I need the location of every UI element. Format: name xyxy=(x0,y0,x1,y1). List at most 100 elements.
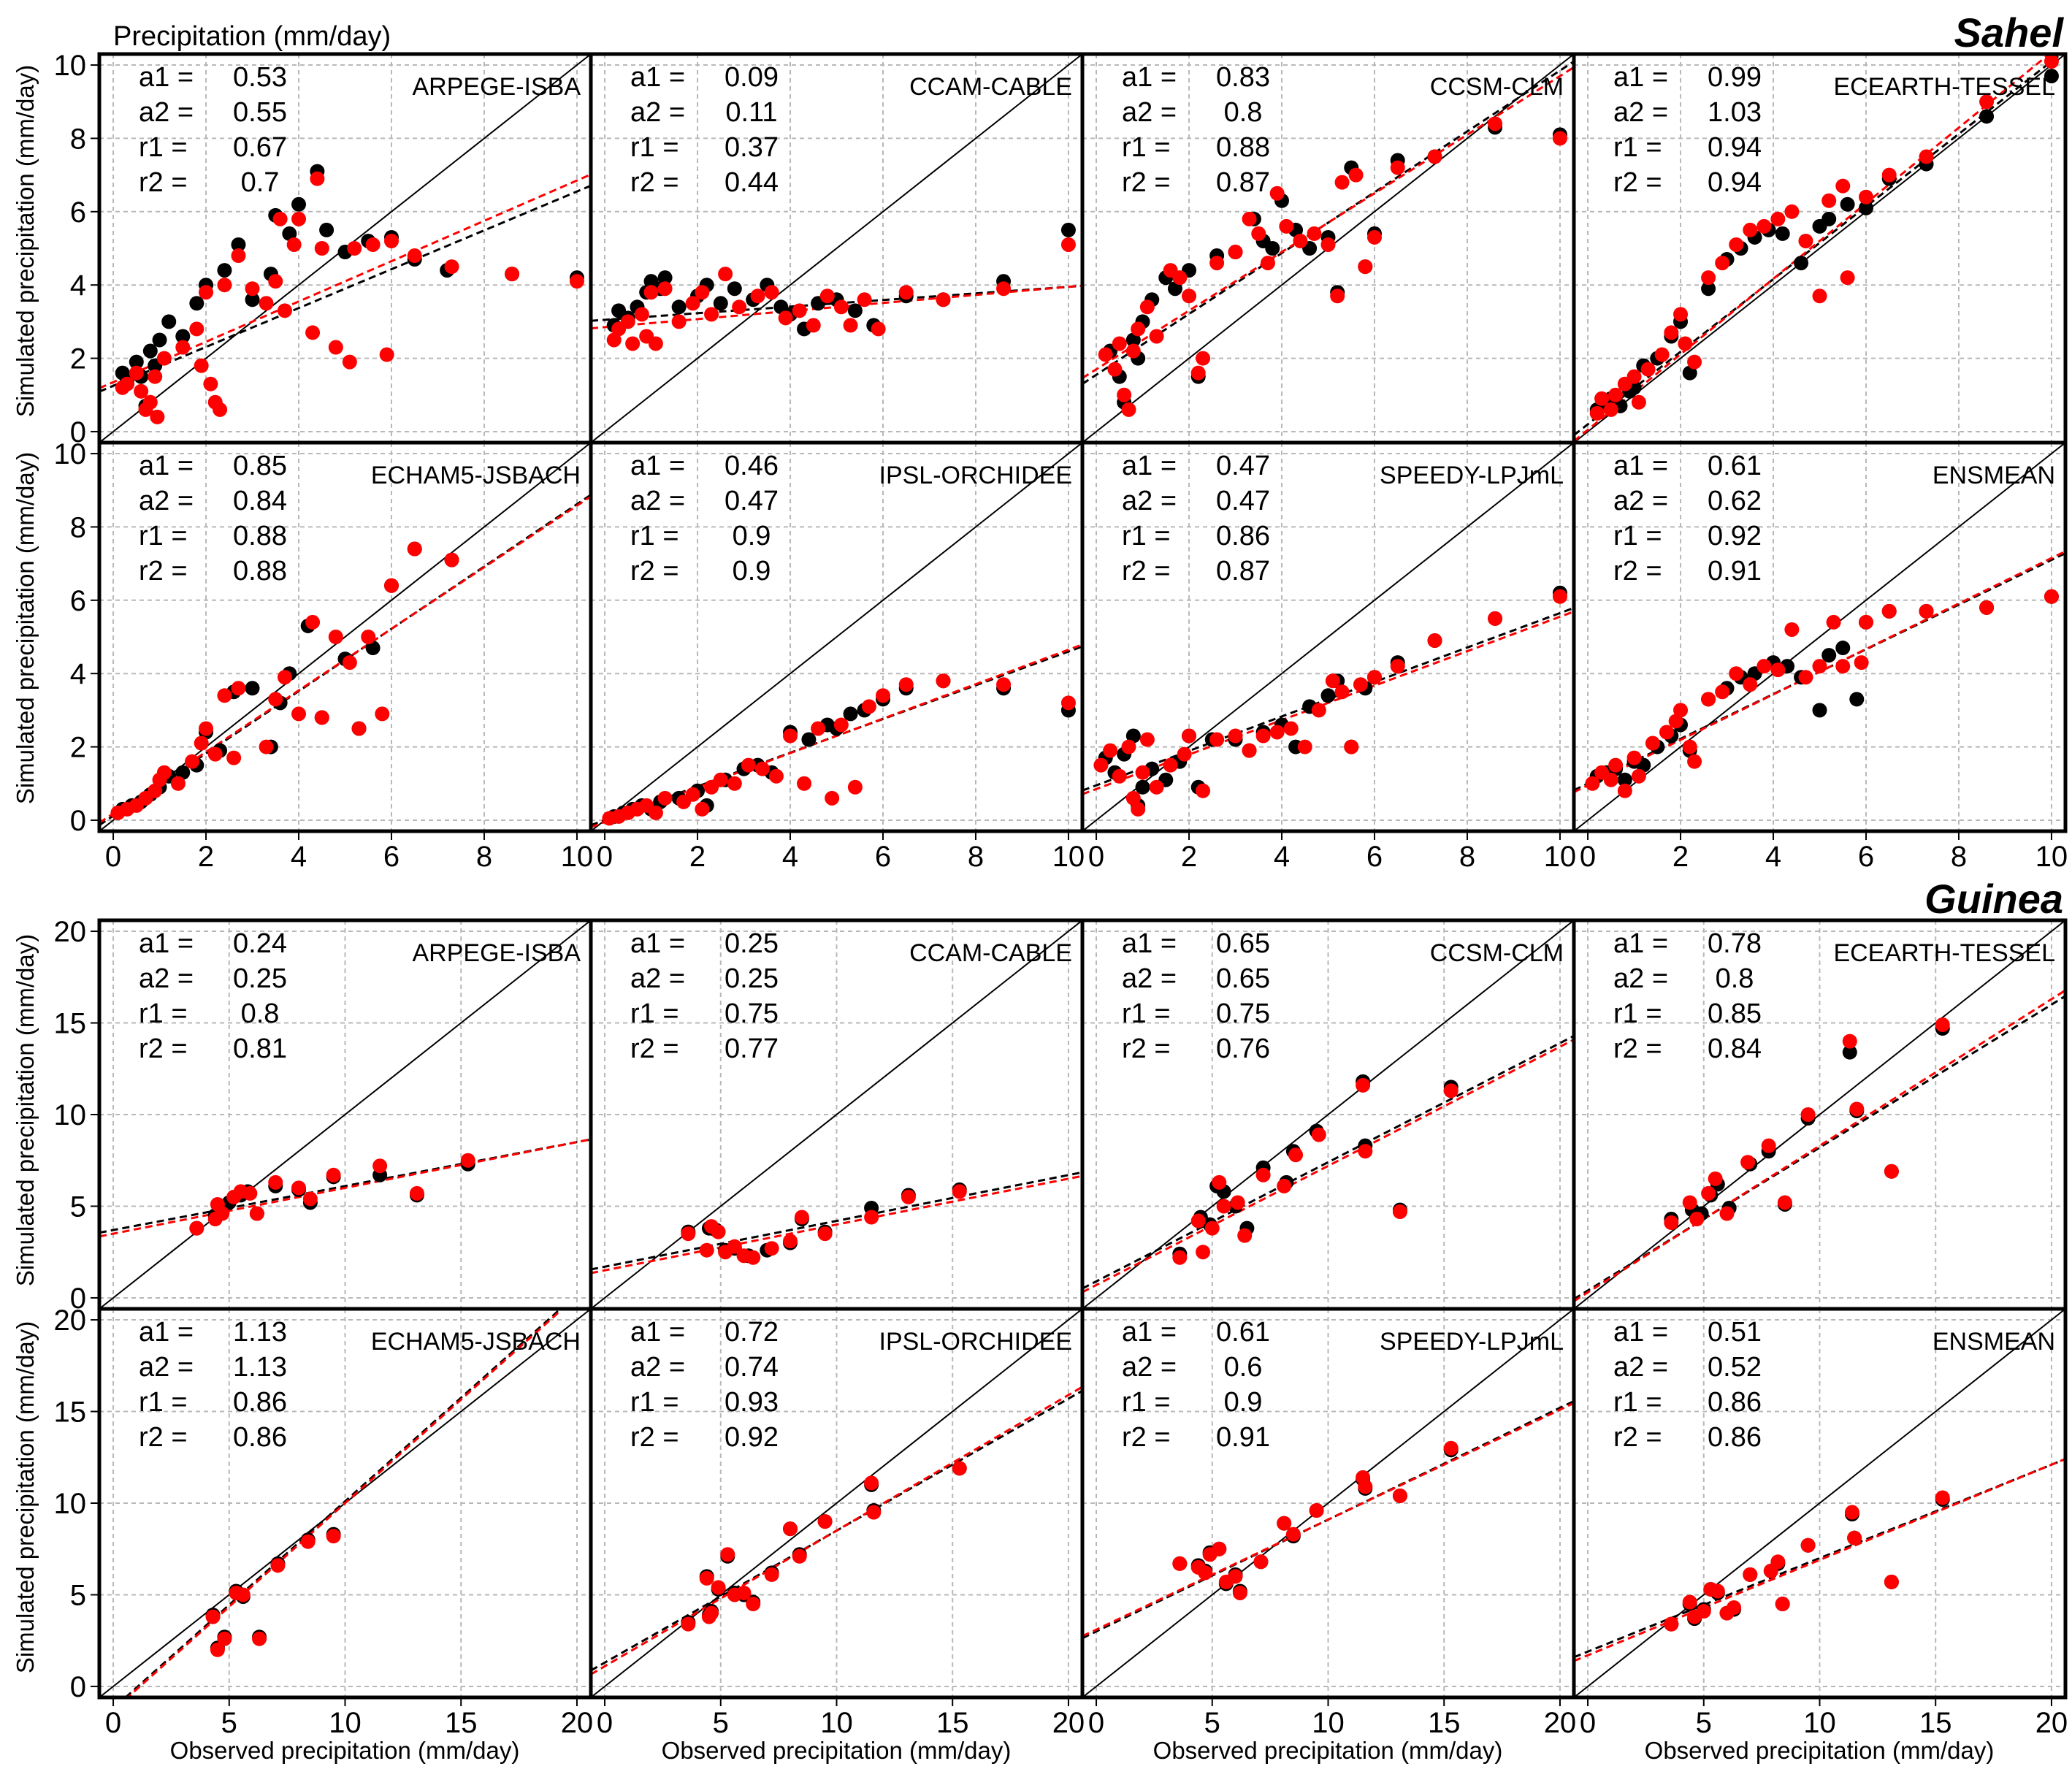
point-black xyxy=(1135,779,1150,795)
stat-value: 0.8 xyxy=(1716,963,1754,994)
point-red xyxy=(1330,289,1345,304)
point-red xyxy=(194,358,209,373)
point-black xyxy=(1617,772,1632,787)
point-red xyxy=(634,307,649,322)
stat-key: a2 = xyxy=(139,486,194,516)
y-tick-label: 2 xyxy=(70,343,86,375)
point-red xyxy=(1608,757,1624,773)
one-to-one-line xyxy=(1574,443,2065,831)
point-red xyxy=(1800,1537,1816,1553)
stat-value: 0.24 xyxy=(233,928,287,959)
points-sahel-3 xyxy=(1098,116,1567,417)
stat-value: 0.9 xyxy=(733,556,771,587)
panel-sahel-4: a1 = 0.99 a2 = 1.03 r1 = 0.94 r2 = 0.94 ECEARTH-… xyxy=(1572,52,2068,445)
stat-value: 0.47 xyxy=(1216,451,1270,481)
stat-value: 0.85 xyxy=(1708,998,1762,1029)
point-red xyxy=(704,307,719,322)
point-red xyxy=(1131,801,1146,817)
x-tick-label: 15 xyxy=(936,1707,969,1739)
x-tick-label: 15 xyxy=(1919,1707,1952,1739)
point-red xyxy=(351,721,367,736)
point-red xyxy=(1682,1195,1697,1210)
point-red xyxy=(1842,1033,1857,1049)
stat-value: 0.99 xyxy=(1708,62,1762,93)
point-red xyxy=(1182,289,1197,304)
point-red xyxy=(843,318,858,333)
point-red xyxy=(277,303,292,318)
stat-value: 0.91 xyxy=(1708,556,1762,587)
point-red xyxy=(1798,233,1813,248)
stat-value: 0.25 xyxy=(233,963,287,994)
point-red xyxy=(1366,670,1382,685)
point-red xyxy=(718,267,733,282)
stat-value: 0.52 xyxy=(1708,1352,1762,1383)
point-red xyxy=(1835,178,1851,194)
point-red xyxy=(620,314,635,329)
point-red xyxy=(736,1585,752,1600)
stat-key: a1 = xyxy=(139,928,194,959)
stat-value: 0.53 xyxy=(233,62,287,93)
stat-value: 0.65 xyxy=(1216,928,1270,959)
point-red xyxy=(189,321,204,337)
lines-guinea-6 xyxy=(591,1309,1082,1697)
point-red xyxy=(764,285,779,300)
point-red xyxy=(1708,1171,1723,1186)
stat-key: r1 = xyxy=(1613,132,1662,163)
point-red xyxy=(1325,673,1340,689)
point-black xyxy=(319,222,334,237)
point-red xyxy=(625,336,641,351)
stat-key: r1 = xyxy=(139,998,188,1029)
x-tick-label: 6 xyxy=(1366,841,1383,873)
x-tick-label: 10 xyxy=(561,841,594,873)
points-sahel-6 xyxy=(602,673,1076,826)
x-tick-label: 0 xyxy=(1088,841,1104,873)
model-name: ENSMEAN xyxy=(1933,462,2055,489)
x-tick-label: 8 xyxy=(1951,841,1967,873)
point-red xyxy=(1348,167,1364,183)
point-red xyxy=(1334,175,1350,190)
point-red xyxy=(1212,1541,1227,1556)
stat-value: 1.03 xyxy=(1708,97,1762,128)
stat-value: 0.86 xyxy=(1708,1387,1762,1418)
point-red xyxy=(792,303,807,318)
x-tick-label: 10 xyxy=(329,1707,362,1739)
point-red xyxy=(1664,1616,1679,1632)
grid-sahel-3 xyxy=(1082,54,1574,443)
point-red xyxy=(444,259,459,275)
point-red xyxy=(2044,589,2059,604)
point-red xyxy=(1237,1228,1253,1243)
point-black xyxy=(175,329,191,344)
stat-key: a1 = xyxy=(1613,451,1668,481)
point-red xyxy=(861,699,876,714)
x-tick-label: 8 xyxy=(476,841,492,873)
point-red xyxy=(1125,790,1141,806)
point-red xyxy=(1172,1556,1188,1571)
model-name: ARPEGE-ISBA xyxy=(412,73,581,101)
fit-line-red xyxy=(1574,989,2065,1302)
point-red xyxy=(277,670,292,685)
point-red xyxy=(1935,1490,1950,1505)
point-red xyxy=(305,325,321,340)
point-red xyxy=(194,736,209,751)
point-red xyxy=(150,409,165,424)
stat-value: 0.76 xyxy=(1216,1033,1270,1064)
lines-guinea-1 xyxy=(99,920,591,1309)
y-tick-label: 6 xyxy=(70,585,86,617)
lines-guinea-8 xyxy=(1574,1309,2065,1697)
point-red xyxy=(1640,362,1656,377)
x-tick-label: 10 xyxy=(1544,841,1577,873)
point-red xyxy=(1756,218,1772,234)
point-red xyxy=(996,677,1012,692)
point-red xyxy=(1293,233,1308,248)
point-red xyxy=(720,1547,735,1562)
fit-line-red xyxy=(99,173,591,389)
point-red xyxy=(1654,347,1670,362)
stat-key: r2 = xyxy=(630,556,679,587)
y-tick-label: 0 xyxy=(70,416,86,448)
point-red xyxy=(746,1250,761,1265)
stat-key: r1 = xyxy=(1613,1387,1662,1418)
point-red xyxy=(1585,776,1600,791)
point-red xyxy=(1626,750,1642,765)
stat-key: r2 = xyxy=(139,1422,188,1453)
point-red xyxy=(207,746,223,762)
